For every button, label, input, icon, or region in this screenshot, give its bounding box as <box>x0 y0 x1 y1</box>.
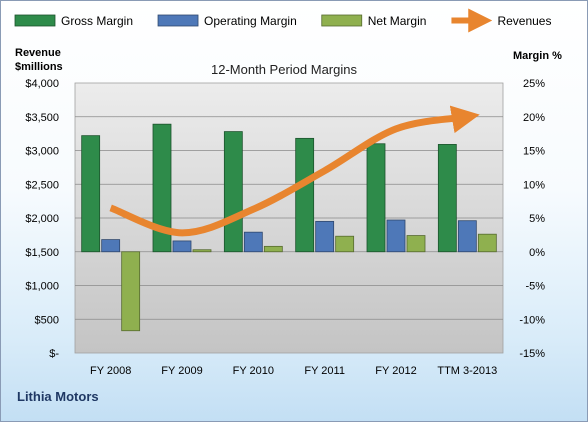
bar-net-margin <box>477 233 497 253</box>
bar-gross-margin <box>81 135 101 253</box>
bar-operating-margin <box>243 231 263 253</box>
category-label: FY 2011 <box>304 365 345 377</box>
right-tick-label: 0% <box>529 247 545 259</box>
company-name: Lithia Motors <box>17 389 99 404</box>
left-axis-label-line2: $millions <box>15 61 63 73</box>
right-tick-label: 15% <box>523 146 545 158</box>
right-tick-label: 20% <box>523 112 545 124</box>
left-tick-label: $3,000 <box>25 146 59 158</box>
right-tick-label: 5% <box>529 213 545 225</box>
left-axis-label-line1: Revenue <box>15 47 61 59</box>
legend-label-net-margin: Net Margin <box>368 14 427 28</box>
right-axis-label: Margin % <box>513 50 562 62</box>
category-label: FY 2008 <box>90 365 131 377</box>
left-tick-label: $2,000 <box>25 213 59 225</box>
right-tick-label: 10% <box>523 179 545 191</box>
right-tick-label: 25% <box>523 78 545 90</box>
left-tick-label: $1,500 <box>25 247 59 259</box>
bar-gross-margin <box>152 123 172 253</box>
chart-title: 12-Month Period Margins <box>211 62 357 77</box>
legend-label-gross-margin: Gross Margin <box>61 14 133 28</box>
bar-net-margin <box>406 235 426 253</box>
bar-net-margin <box>335 235 355 253</box>
left-tick-label: $1,000 <box>25 281 59 293</box>
right-tick-label: -5% <box>525 281 545 293</box>
bar-operating-margin <box>457 220 477 253</box>
bar-net-margin <box>121 251 141 332</box>
legend-swatch-gross-margin <box>14 14 56 27</box>
left-tick-label: $3,500 <box>25 112 59 124</box>
left-tick-label: $2,500 <box>25 179 59 191</box>
bar-gross-margin <box>437 144 457 253</box>
category-label: FY 2009 <box>161 365 202 377</box>
left-tick-label: $500 <box>35 314 59 326</box>
right-tick-label: -15% <box>519 348 545 360</box>
legend-label-revenues: Revenues <box>497 14 551 28</box>
category-label: TTM 3-2013 <box>437 365 497 377</box>
legend-swatch-net-margin <box>321 14 363 27</box>
bar-gross-margin <box>295 137 315 253</box>
right-tick-label: -10% <box>519 314 545 326</box>
left-tick-label: $4,000 <box>25 78 59 90</box>
bar-operating-margin <box>172 240 192 253</box>
legend-swatch-operating-margin <box>157 14 199 27</box>
bar-operating-margin <box>315 220 335 253</box>
legend-label-operating-margin: Operating Margin <box>204 14 297 28</box>
bar-gross-margin <box>366 143 386 253</box>
bar-gross-margin <box>223 131 243 253</box>
bar-net-margin <box>263 245 283 253</box>
category-label: FY 2010 <box>233 365 274 377</box>
left-tick-label: $- <box>49 348 59 360</box>
bar-operating-margin <box>386 219 406 253</box>
bar-operating-margin <box>101 239 121 253</box>
revenues-line <box>109 105 480 237</box>
category-label: FY 2012 <box>375 365 416 377</box>
bar-net-margin <box>192 249 212 253</box>
